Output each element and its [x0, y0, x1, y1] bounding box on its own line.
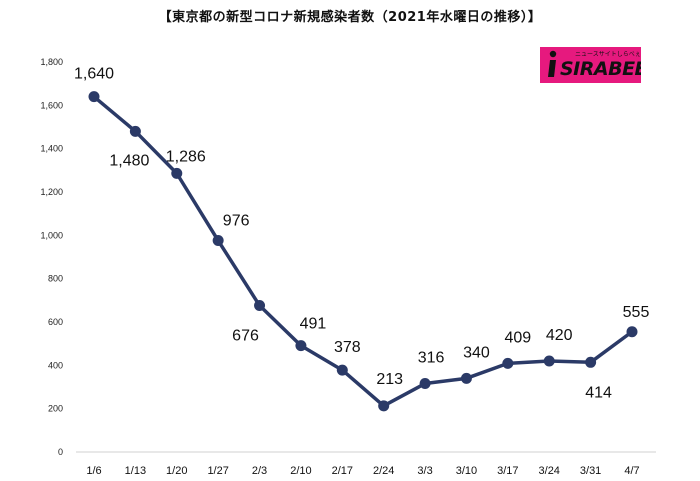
x-tick-label: 3/17	[497, 465, 518, 477]
data-label: 1,286	[166, 148, 206, 165]
data-point	[88, 91, 100, 103]
data-point	[460, 372, 472, 384]
x-tick-label: 2/17	[332, 465, 353, 477]
y-tick-label: 600	[48, 317, 63, 327]
data-label: 976	[223, 213, 250, 230]
data-point	[212, 235, 224, 247]
x-tick-label: 1/20	[166, 465, 187, 477]
data-point	[543, 355, 555, 367]
x-tick-label: 3/10	[456, 465, 477, 477]
data-point	[336, 364, 348, 376]
logo-subtext: ニュースサイトしらべぇ	[575, 51, 641, 58]
data-label: 555	[623, 304, 650, 321]
x-tick-label: 3/3	[417, 465, 432, 477]
x-tick-label: 3/24	[539, 465, 560, 477]
data-label: 414	[585, 384, 612, 401]
chart-title: 【東京都の新型コロナ新規感染者数（2021年水曜日の推移）】	[158, 10, 542, 25]
y-tick-label: 1,000	[40, 230, 63, 240]
data-label: 676	[232, 328, 259, 345]
y-tick-label: 1,200	[40, 187, 63, 197]
series-line	[92, 94, 634, 408]
data-label: 1,640	[74, 66, 114, 83]
y-tick-label: 1,600	[40, 100, 63, 110]
data-label: 420	[546, 327, 573, 344]
x-tick-label: 1/13	[125, 465, 146, 477]
data-label: 491	[300, 316, 327, 333]
data-point	[129, 125, 141, 137]
y-tick-label: 400	[48, 360, 63, 370]
data-label: 378	[334, 339, 361, 356]
x-tick-label: 4/7	[624, 465, 639, 477]
y-tick-label: 200	[48, 404, 63, 414]
x-tick-label: 3/31	[580, 465, 601, 477]
data-point	[502, 357, 514, 369]
data-label: 1,480	[109, 152, 149, 169]
data-label: 316	[418, 350, 445, 367]
logo-i-icon	[548, 50, 557, 77]
y-tick-label: 1,400	[40, 144, 63, 154]
y-tick-label: 800	[48, 274, 63, 284]
x-tick-label: 2/10	[290, 465, 311, 477]
data-label: 340	[463, 344, 490, 361]
data-point	[626, 326, 638, 338]
data-point	[378, 400, 390, 412]
y-tick-label: 0	[58, 447, 63, 457]
data-point	[419, 378, 431, 390]
sirabee-logo: ニュースサイトしらべぇ SIRABEE	[540, 47, 641, 83]
logo-text: SIRABEE	[560, 58, 641, 80]
y-tick-label: 1,800	[40, 57, 63, 67]
data-point	[171, 167, 183, 179]
data-label: 409	[504, 329, 531, 346]
data-point	[585, 356, 597, 368]
data-point	[295, 340, 307, 352]
x-tick-label: 1/27	[207, 465, 228, 477]
x-tick-label: 2/24	[373, 465, 394, 477]
x-tick-label: 1/6	[86, 465, 101, 477]
data-label: 213	[376, 371, 403, 388]
data-point	[254, 300, 266, 312]
x-tick-label: 2/3	[252, 465, 267, 477]
